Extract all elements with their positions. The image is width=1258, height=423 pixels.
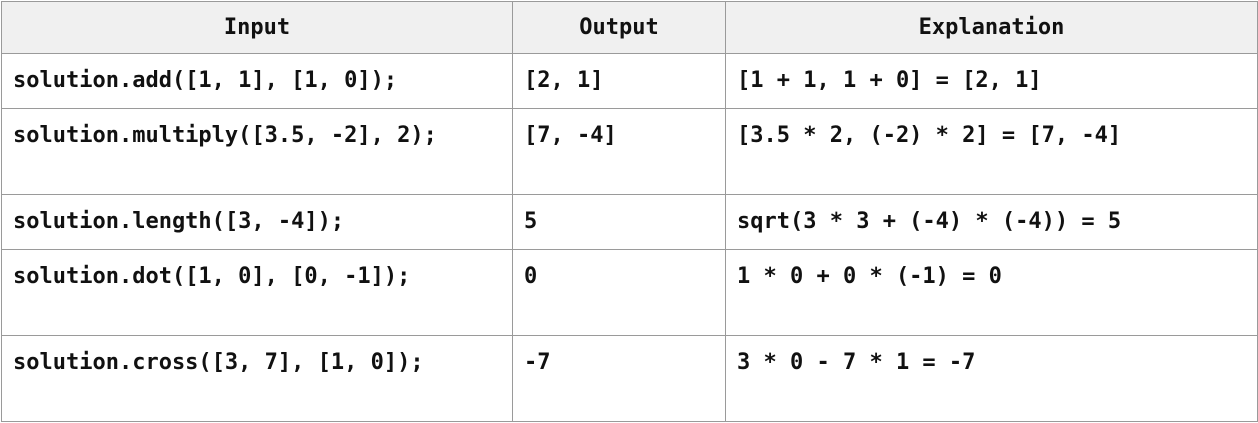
cell-explanation: [3.5 * 2, (-2) * 2] = [7, -4]	[725, 108, 1258, 195]
table-header-row: Input Output Explanation	[1, 1, 1258, 54]
table-row: solution.multiply([3.5, -2], 2); [7, -4]…	[1, 108, 1258, 195]
cell-output: [7, -4]	[512, 108, 726, 195]
cell-output: [2, 1]	[512, 53, 726, 109]
cell-explanation: 3 * 0 - 7 * 1 = -7	[725, 335, 1258, 422]
table-row: solution.add([1, 1], [1, 0]); [2, 1] [1 …	[1, 53, 1258, 109]
table-row: solution.length([3, -4]); 5 sqrt(3 * 3 +…	[1, 194, 1258, 250]
header-input: Input	[1, 1, 513, 54]
cell-explanation: sqrt(3 * 3 + (-4) * (-4)) = 5	[725, 194, 1258, 250]
cell-explanation: 1 * 0 + 0 * (-1) = 0	[725, 249, 1258, 336]
header-output: Output	[512, 1, 726, 54]
cell-input: solution.multiply([3.5, -2], 2);	[1, 108, 513, 195]
cell-explanation: [1 + 1, 1 + 0] = [2, 1]	[725, 53, 1258, 109]
cell-output: 5	[512, 194, 726, 250]
cell-output: 0	[512, 249, 726, 336]
table-row: solution.dot([1, 0], [0, -1]); 0 1 * 0 +…	[1, 249, 1258, 336]
table-row: solution.cross([3, 7], [1, 0]); -7 3 * 0…	[1, 335, 1258, 422]
cell-input: solution.length([3, -4]);	[1, 194, 513, 250]
cell-output: -7	[512, 335, 726, 422]
cell-input: solution.cross([3, 7], [1, 0]);	[1, 335, 513, 422]
cell-input: solution.add([1, 1], [1, 0]);	[1, 53, 513, 109]
header-explanation: Explanation	[725, 1, 1258, 54]
cell-input: solution.dot([1, 0], [0, -1]);	[1, 249, 513, 336]
